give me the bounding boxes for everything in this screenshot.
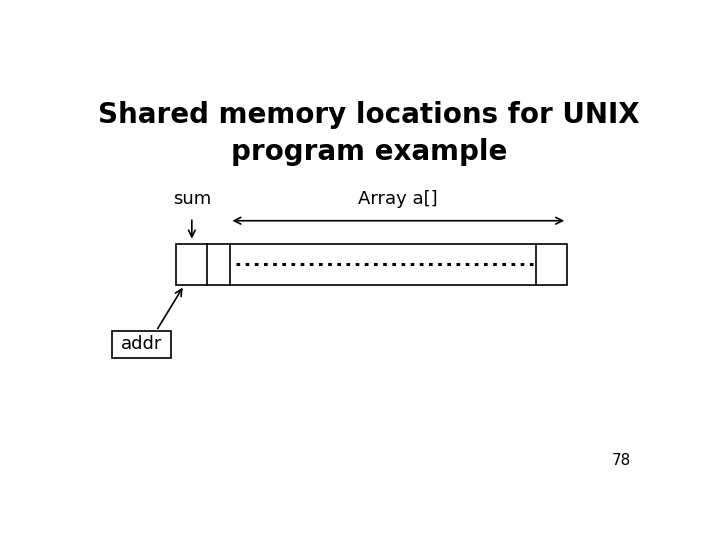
Text: sum: sum — [173, 190, 211, 208]
Bar — [112, 331, 171, 358]
Bar — [176, 244, 567, 285]
Text: addr: addr — [121, 335, 162, 353]
Text: Array a[]: Array a[] — [359, 190, 438, 208]
Text: Shared memory locations for UNIX: Shared memory locations for UNIX — [98, 100, 640, 129]
Text: program example: program example — [231, 138, 507, 166]
Text: 78: 78 — [612, 453, 631, 468]
